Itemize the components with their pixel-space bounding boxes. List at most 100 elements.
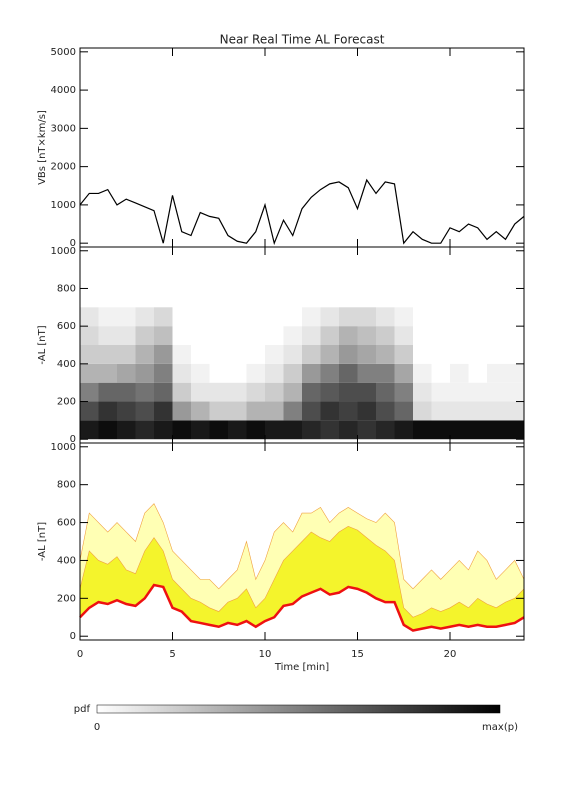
heat-cell (98, 307, 117, 327)
y-tick-label: 0 (70, 238, 76, 249)
heat-cell (228, 326, 247, 345)
heat-cell (209, 401, 228, 421)
heat-cell (98, 345, 117, 364)
heat-cell (117, 326, 136, 345)
heat-cell (505, 345, 524, 364)
heat-cell (80, 345, 99, 364)
heat-cell (413, 326, 432, 345)
chart-title: Near Real Time AL Forecast (220, 33, 385, 47)
y-axis-label: VBs [nT×km/s] (37, 110, 48, 185)
colorbar-max: max(p) (482, 722, 518, 733)
heat-cell (505, 363, 524, 383)
heat-cell (154, 382, 173, 402)
x-axis-label: Time [min] (274, 662, 329, 673)
heat-cell (117, 363, 136, 383)
heat-cell (376, 420, 395, 440)
heat-cell (357, 401, 376, 421)
heat-cell (209, 345, 228, 364)
y-tick-label: 0 (70, 631, 76, 642)
heat-cell (339, 382, 358, 402)
heat-cell (246, 382, 265, 402)
heat-cell (357, 382, 376, 402)
heat-cell (357, 326, 376, 345)
heat-cell (468, 345, 487, 364)
heat-cell (487, 307, 506, 327)
heat-cell (320, 326, 339, 345)
heat-cell (191, 326, 210, 345)
heat-cell (191, 307, 210, 327)
heat-cell (265, 326, 284, 345)
heat-cell (431, 326, 450, 345)
heat-cell (209, 382, 228, 402)
heat-cell (357, 363, 376, 383)
heat-cell (339, 307, 358, 327)
heat-cell (80, 326, 99, 345)
heat-cell (320, 363, 339, 383)
heat-cell (339, 420, 358, 440)
heat-cell (339, 401, 358, 421)
heat-cell (376, 363, 395, 383)
heat-cell (394, 345, 413, 364)
colorbar-min: 0 (94, 722, 100, 733)
heat-cell (117, 420, 136, 440)
heat-cell (505, 420, 524, 440)
heat-cell (154, 363, 173, 383)
y-tick-label: 0 (70, 434, 76, 445)
heat-cell (302, 401, 321, 421)
heat-cell (283, 307, 302, 327)
heat-cell (246, 401, 265, 421)
heat-cell (487, 326, 506, 345)
x-tick-label: 15 (351, 649, 364, 660)
heat-cell (413, 401, 432, 421)
data-line (79, 178, 525, 246)
heat-cell (320, 307, 339, 327)
heat-cell (487, 363, 506, 383)
heat-cell (246, 326, 265, 345)
heat-cell (505, 382, 524, 402)
heat-cell (191, 420, 210, 440)
y-tick-label: 600 (57, 518, 76, 529)
heat-cell (431, 401, 450, 421)
heat-cell (135, 363, 154, 383)
heat-cell (98, 401, 117, 421)
heat-cell (209, 326, 228, 345)
heat-cell (339, 363, 358, 383)
x-tick-label: 5 (169, 649, 175, 660)
heat-cell (98, 363, 117, 383)
y-tick-label: 800 (57, 480, 76, 491)
y-tick-label: 200 (57, 593, 76, 604)
heat-cell (172, 420, 191, 440)
heat-cell (172, 307, 191, 327)
heat-cell (487, 401, 506, 421)
heat-cell (154, 420, 173, 440)
heat-cell (394, 307, 413, 327)
heat-cell (246, 363, 265, 383)
heat-cell (265, 420, 284, 440)
heat-cell (135, 345, 154, 364)
x-tick-label: 10 (259, 649, 272, 660)
heat-cell (376, 307, 395, 327)
heat-cell (154, 307, 173, 327)
heat-cell (431, 345, 450, 364)
heat-cell (302, 326, 321, 345)
heat-cell (228, 345, 247, 364)
axis-frame (79, 442, 525, 641)
heat-cell (320, 345, 339, 364)
heat-cell (431, 307, 450, 327)
heat-cell (376, 326, 395, 345)
heat-cell (283, 382, 302, 402)
heat-cell (209, 307, 228, 327)
heat-cell (339, 345, 358, 364)
heat-cell (468, 307, 487, 327)
heat-cell (246, 307, 265, 327)
heat-cell (413, 345, 432, 364)
heat-cell (357, 420, 376, 440)
heat-cell (431, 420, 450, 440)
heat-cell (80, 420, 99, 440)
heat-cell (283, 363, 302, 383)
heat-cell (302, 363, 321, 383)
y-tick-label: 1000 (51, 246, 76, 257)
y-tick-label: 5000 (51, 47, 76, 58)
heat-cell (154, 345, 173, 364)
heat-cell (468, 363, 487, 383)
